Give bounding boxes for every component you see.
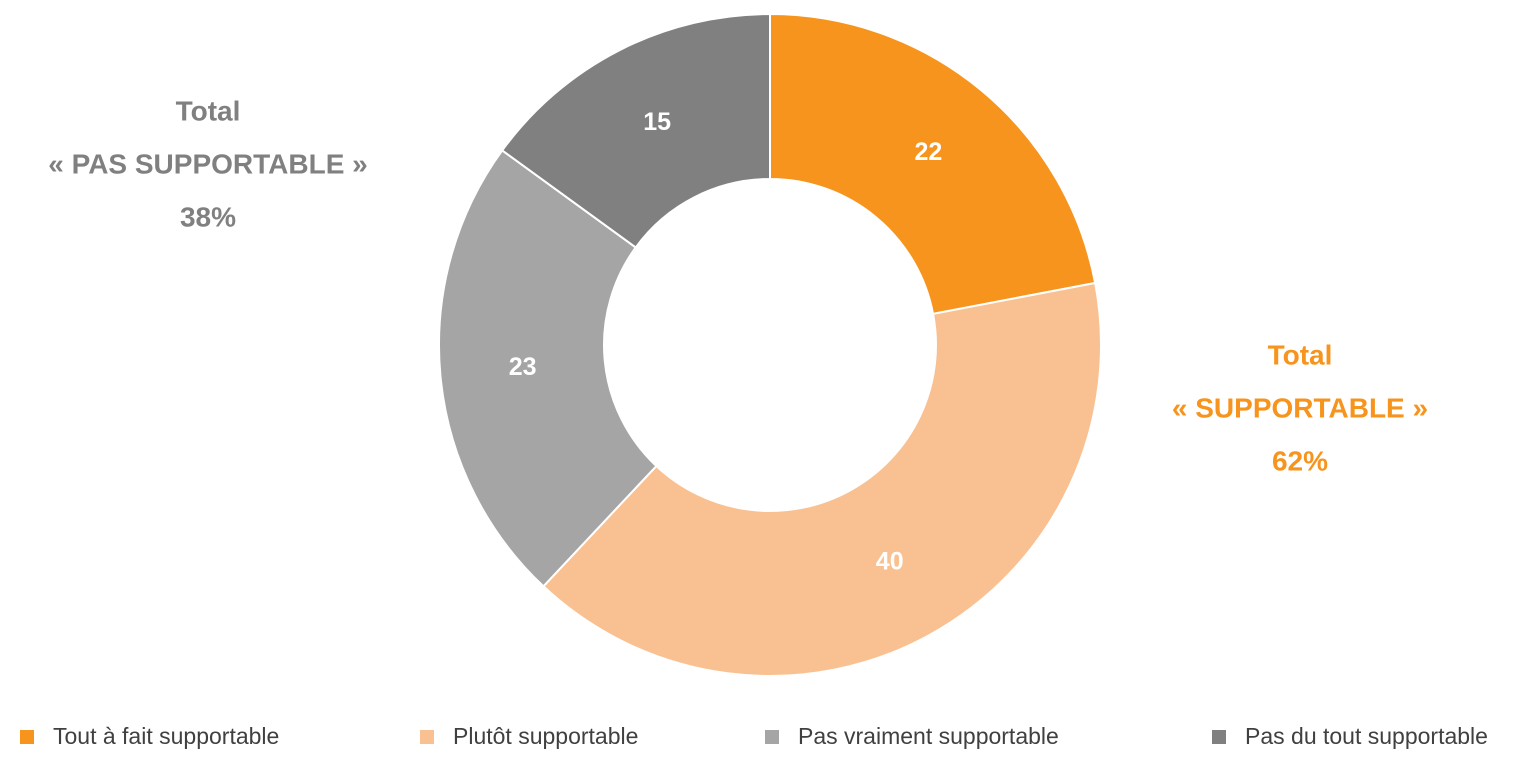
legend-marker (765, 730, 779, 744)
segment-label: 23 (509, 353, 537, 381)
legend-label: Pas du tout supportable (1245, 723, 1488, 749)
segment-label: 40 (876, 547, 904, 575)
legend-label: Plutôt supportable (453, 723, 638, 749)
donut-segment (769, 12, 1097, 316)
annotation-text: « SUPPORTABLE » (1172, 392, 1428, 423)
donut-segment (500, 12, 771, 249)
annotation-text: « PAS SUPPORTABLE » (48, 148, 367, 179)
annotation-text: 38% (180, 201, 236, 232)
annotation-text: Total (176, 95, 241, 126)
annotation-text: 62% (1272, 445, 1328, 476)
segment-label: 15 (643, 108, 671, 136)
donut-segment (438, 149, 658, 588)
legend-label: Tout à fait supportable (53, 723, 279, 749)
legend-label: Pas vraiment supportable (798, 723, 1059, 749)
legend-marker (420, 730, 434, 744)
legend-marker (20, 730, 34, 744)
legend-marker (1212, 730, 1226, 744)
annotation-text: Total (1268, 339, 1333, 370)
segment-label: 22 (914, 138, 942, 166)
donut-segment (542, 281, 1102, 677)
